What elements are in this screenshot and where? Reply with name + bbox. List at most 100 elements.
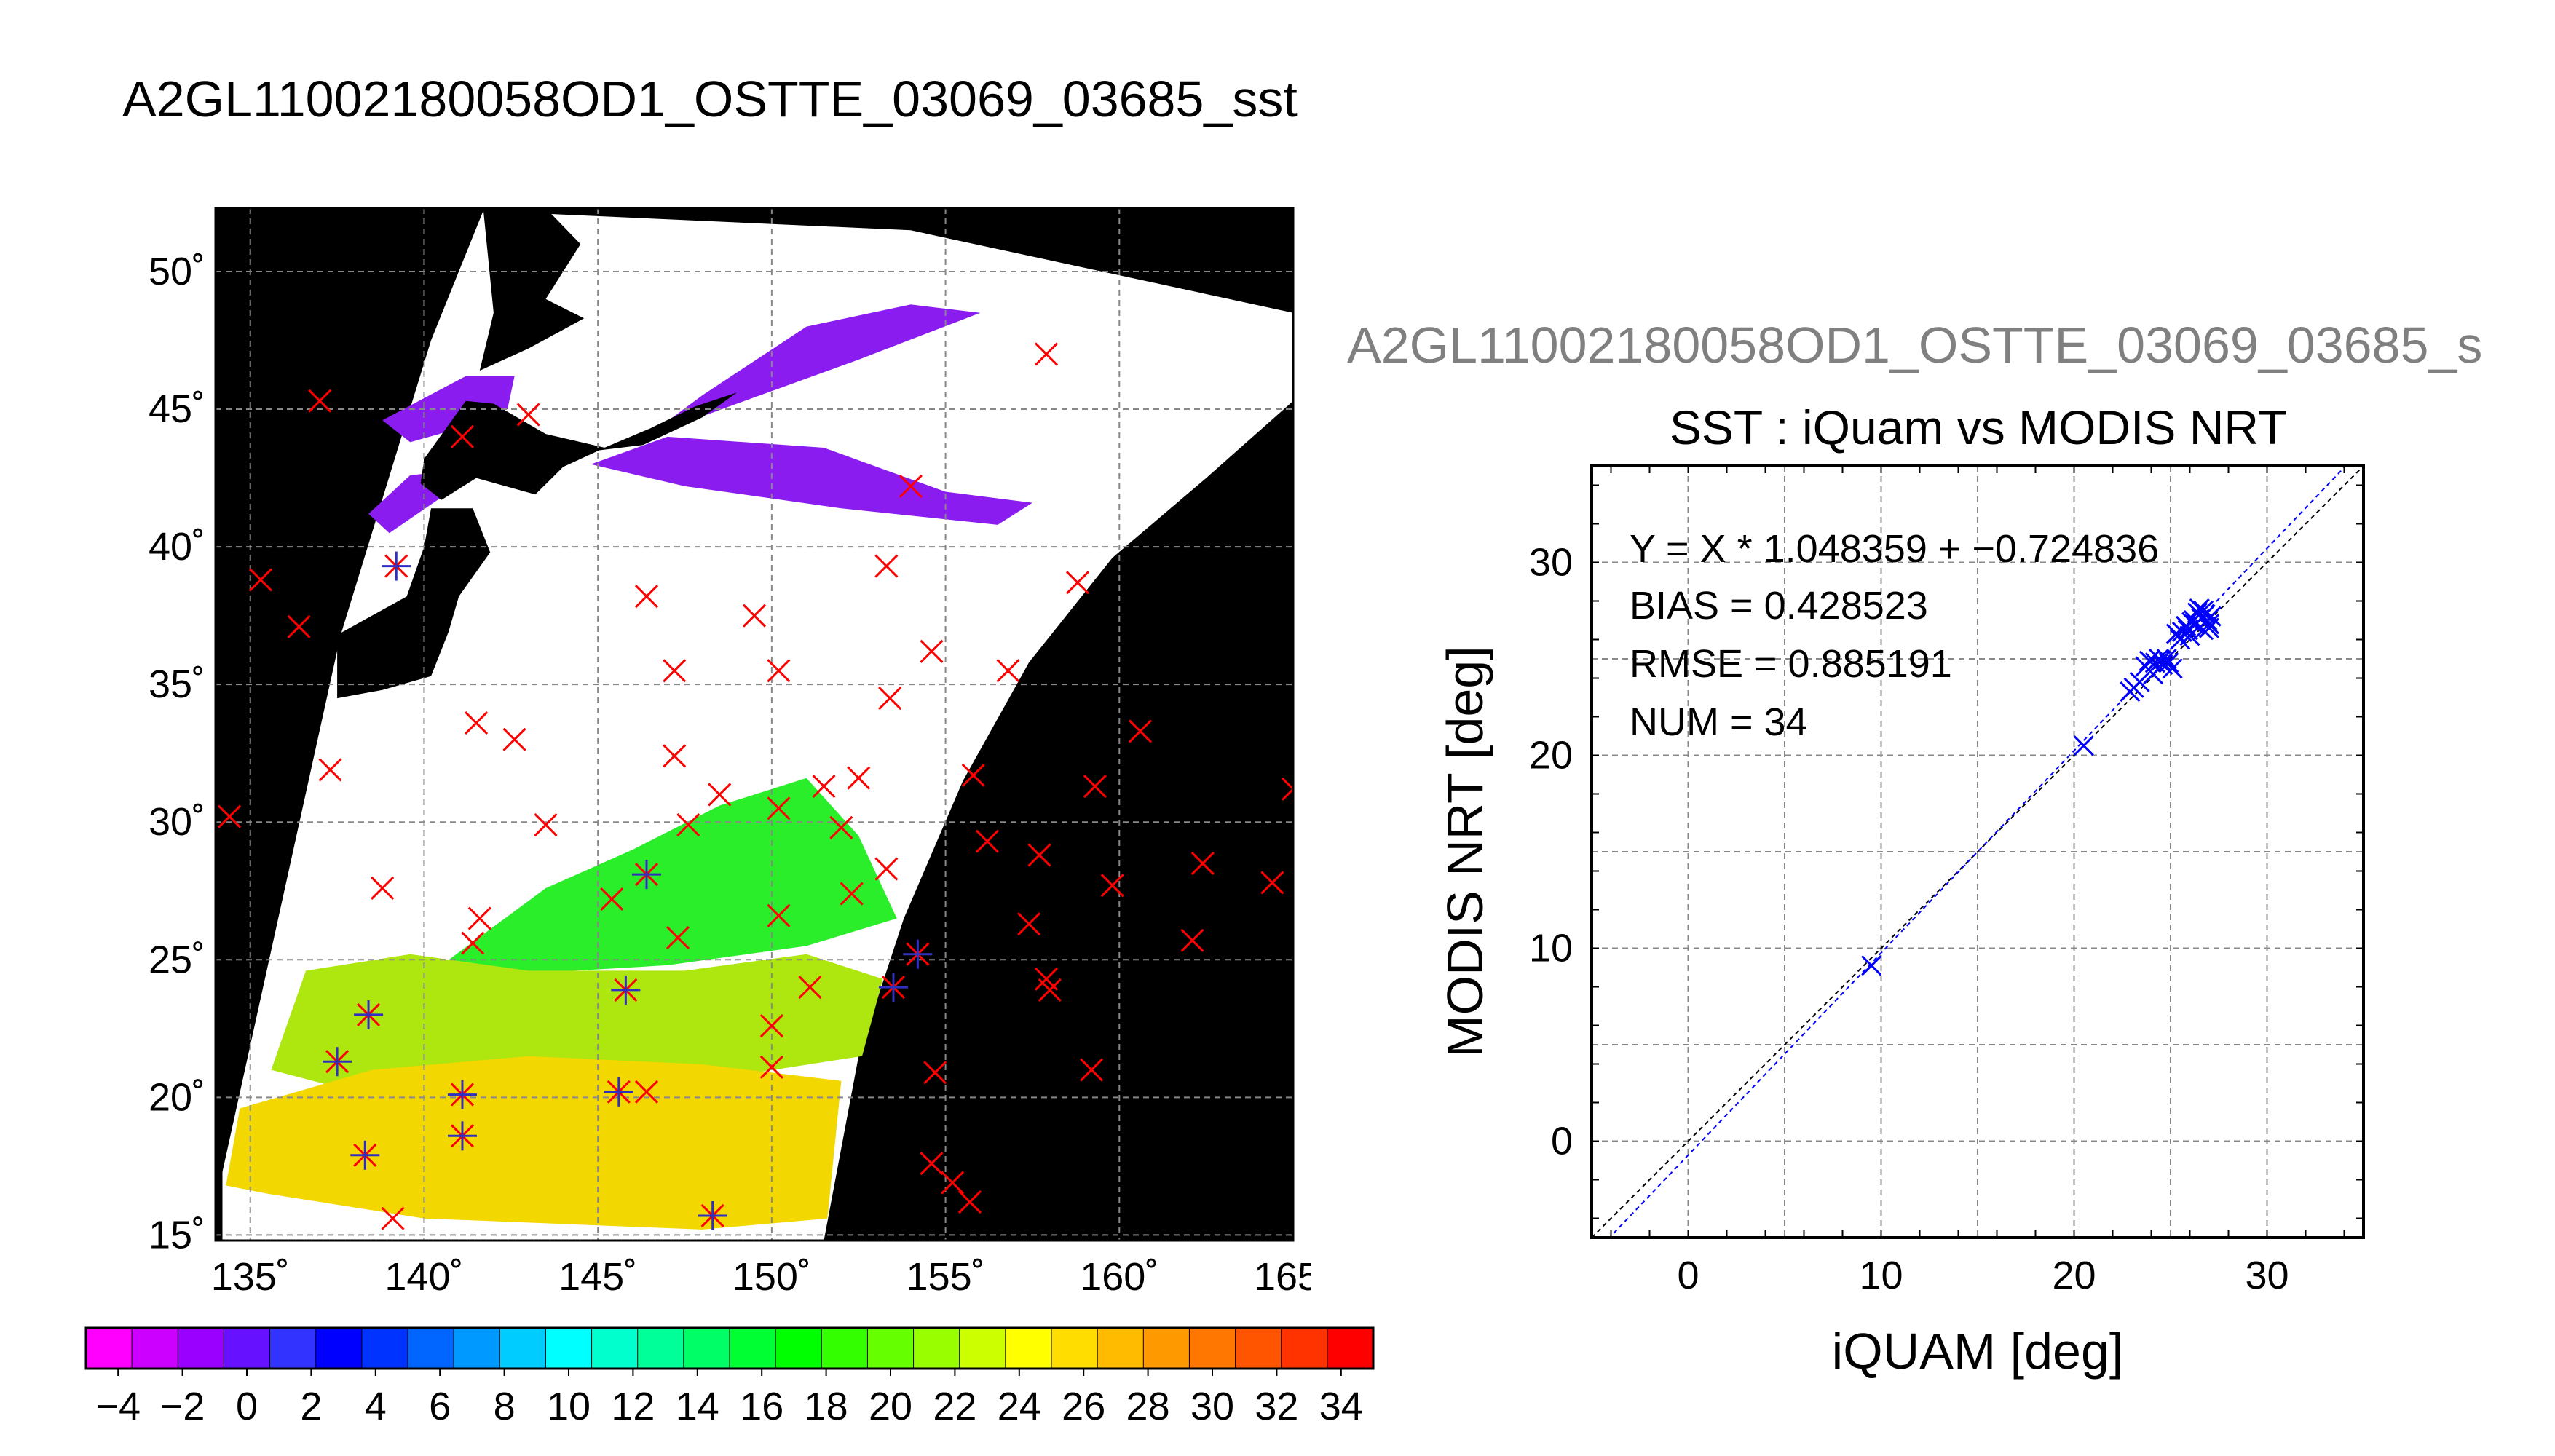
map-frame [214,207,1295,1242]
iquam-marker [1080,1058,1104,1082]
annotation-fit-equation: Y = X * 1.048359 + −0.724836 [1630,527,2159,571]
colorbar-segment [499,1328,546,1369]
lat-tick-label: 30˚ [149,800,205,844]
iquam-marker [767,659,791,683]
scatter-point [2156,648,2177,670]
colorbar-segment [730,1328,776,1369]
scatter-grid [1592,466,2364,1238]
matched-marker [323,1047,352,1077]
colorbar-segment [315,1328,363,1369]
iquam-marker [742,604,767,628]
colorbar-tick-label: 20 [869,1385,912,1428]
iquam-marker [1281,777,1293,801]
lat-tick-label: 20˚ [149,1075,205,1119]
iquam-marker [1027,843,1051,867]
iquam-marker [663,744,687,768]
scatter-xlabel: iQUAM [deg] [1832,1323,2124,1380]
colorbar-segment [1051,1328,1098,1369]
iquam-marker [767,903,791,927]
iquam-marker [812,775,836,799]
iquam-marker [941,1171,965,1195]
colorbar-segment [1143,1328,1190,1369]
iquam-marker [1083,775,1107,799]
colorbar-segment [775,1328,822,1369]
iquam-marker [957,1190,982,1214]
matched-marker [604,1077,633,1107]
map-ticks: 135˚ 140˚ 145˚ 150˚ 155˚ 160˚ 165˚ 15˚ 20˚ 25˚ 30˚… [149,250,1311,1299]
iquam-marker [975,829,999,853]
iquam-marker [1260,871,1284,895]
iquam-marker [318,758,342,782]
annotation-num: NUM = 34 [1630,700,1808,744]
iquam-marker [634,1080,659,1104]
sst-region-warm-central [441,778,897,974]
iquam-marker [461,931,485,955]
y-tick-label: 10 [1529,927,1573,970]
x-tick-label: 20 [2052,1254,2096,1297]
scatter-point [2150,650,2171,671]
scatter-ticks: 0 10 20 30 0 10 20 30 [1529,466,2364,1297]
iquam-marker [899,474,923,498]
iquam-marker [759,1013,783,1038]
iquam-marker [502,727,526,751]
scatter-point [2171,621,2192,642]
lat-tick-label: 40˚ [149,525,205,569]
colorbar-tick-label: 14 [676,1385,719,1428]
colorbar-segment [867,1328,915,1369]
matched-marker [632,860,661,890]
colorbar-segment [178,1328,224,1369]
iquam-marker [634,585,659,609]
iquam-marker [1190,851,1215,876]
matched-marker [698,1200,727,1230]
lon-tick-label: 145˚ [558,1255,637,1299]
colorbar-tick-label: 16 [740,1385,783,1428]
colorbar-tick-label: 10 [547,1385,591,1428]
colorbar-tick-label: 30 [1190,1385,1234,1428]
scatter-point [2162,658,2183,679]
colorbar-tick-label: 2 [300,1385,322,1428]
iquam-marker [829,815,853,839]
scatter-point [2073,735,2094,756]
colorbar-segment [1281,1328,1328,1369]
iquam-marker [961,763,985,788]
lon-tick-label: 160˚ [1080,1255,1158,1299]
sst-map: 135˚ 140˚ 145˚ 150˚ 155˚ 160˚ 165˚ 15˚ 20˚ 25˚ 30˚… [149,207,1311,1299]
colorbar-segment [683,1328,730,1369]
land-japan [216,208,738,699]
colorbar-segment [224,1328,271,1369]
iquam-marker [308,389,332,413]
lat-tick-label: 35˚ [149,662,205,706]
scatter-ylabel: MODIS NRT [deg] [1437,646,1493,1057]
iquam-marker [798,976,822,1000]
iquam-marker [920,1152,944,1176]
scatter-file-title: A2GL11002180058OD1_OSTTE_03069_03685_s [1347,317,2483,373]
colorbar-tick-label: −2 [160,1385,205,1428]
iquam-marker [708,783,732,807]
scatter-points [1861,598,2222,976]
iquam-marker [249,568,273,592]
matched-marker [447,1121,477,1151]
colorbar-segment [591,1328,639,1369]
iquam-marker [287,614,311,638]
iquam-marker [1034,342,1059,366]
scatter-frame [1590,464,2365,1239]
colorbar-segment [1327,1328,1374,1369]
colorbar-segment [269,1328,317,1369]
iquam-marker [878,687,902,711]
iquam-marker [600,887,624,911]
sst-region-cold-north [368,304,1032,534]
iquam-marker [923,1061,947,1085]
matched-marker [382,551,411,581]
colorbar-tick-label: 34 [1319,1385,1363,1428]
x-tick-label: 0 [1677,1254,1699,1297]
iquam-marker [874,554,899,578]
colorbar-tick-label: 8 [494,1385,516,1428]
scatter-point [2198,617,2220,638]
colorbar-segment [1097,1328,1144,1369]
iquam-marker [676,812,700,837]
matched-marker [878,973,908,1002]
lon-tick-label: 135˚ [211,1255,290,1299]
sst-region-hot-south [226,1056,842,1230]
colorbar: −4 −2 0 2 4 6 8 10 12 14 16 18 20 22 24 26 28 30 32 34 [84,1326,1375,1428]
